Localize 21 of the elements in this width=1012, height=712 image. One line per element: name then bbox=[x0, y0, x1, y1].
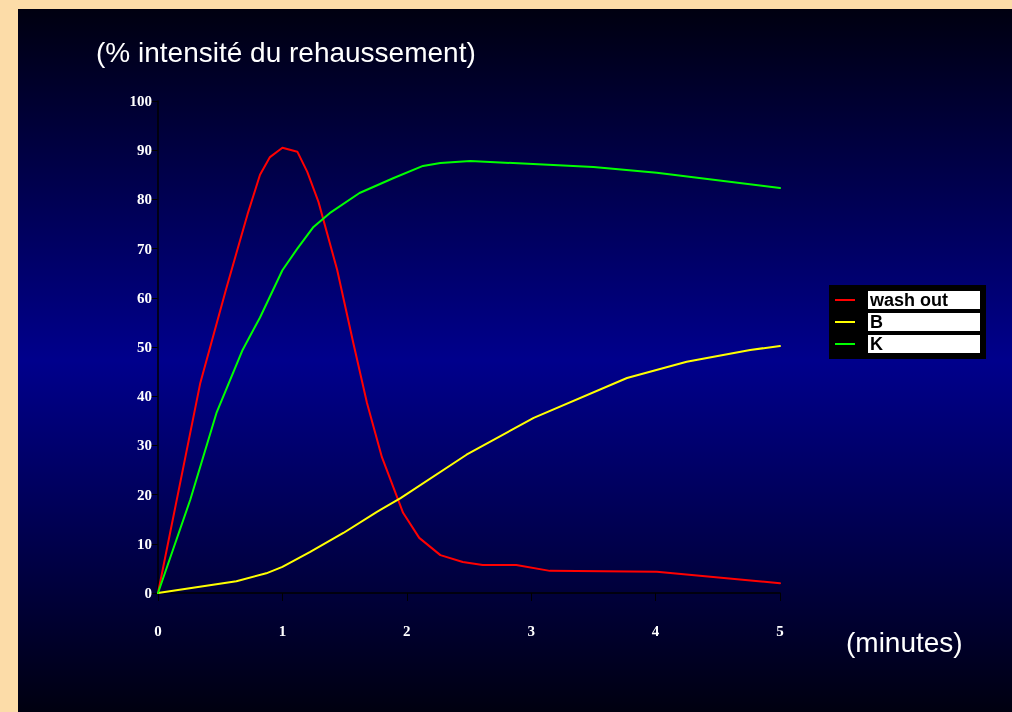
y-tick-label: 90 bbox=[137, 142, 152, 159]
y-tick-label: 60 bbox=[137, 289, 152, 306]
y-tick-label: 70 bbox=[137, 240, 152, 257]
y-tick-label: 100 bbox=[129, 93, 152, 109]
x-tick-label: 3 bbox=[527, 622, 535, 639]
x-tick-label: 1 bbox=[278, 622, 287, 639]
legend-label: wash out bbox=[869, 290, 949, 310]
legend-label: K bbox=[870, 334, 883, 354]
x-tick-label: 5 bbox=[776, 622, 784, 639]
y-tick-label: 10 bbox=[137, 535, 152, 552]
y-tick-label: 0 bbox=[144, 585, 152, 601]
y-axis-title: (% intensité du rehaussement) bbox=[96, 36, 476, 68]
y-tick-label: 50 bbox=[137, 339, 152, 355]
y-tick-label: 40 bbox=[137, 388, 152, 405]
legend-label: B bbox=[870, 312, 883, 332]
x-tick-label: 2 bbox=[403, 622, 411, 639]
y-tick-label: 20 bbox=[137, 486, 152, 503]
x-axis-title: (minutes) bbox=[846, 626, 963, 658]
x-tick-label: 4 bbox=[651, 622, 660, 639]
y-tick-label: 30 bbox=[137, 437, 152, 454]
y-tick-label: 80 bbox=[137, 191, 152, 208]
